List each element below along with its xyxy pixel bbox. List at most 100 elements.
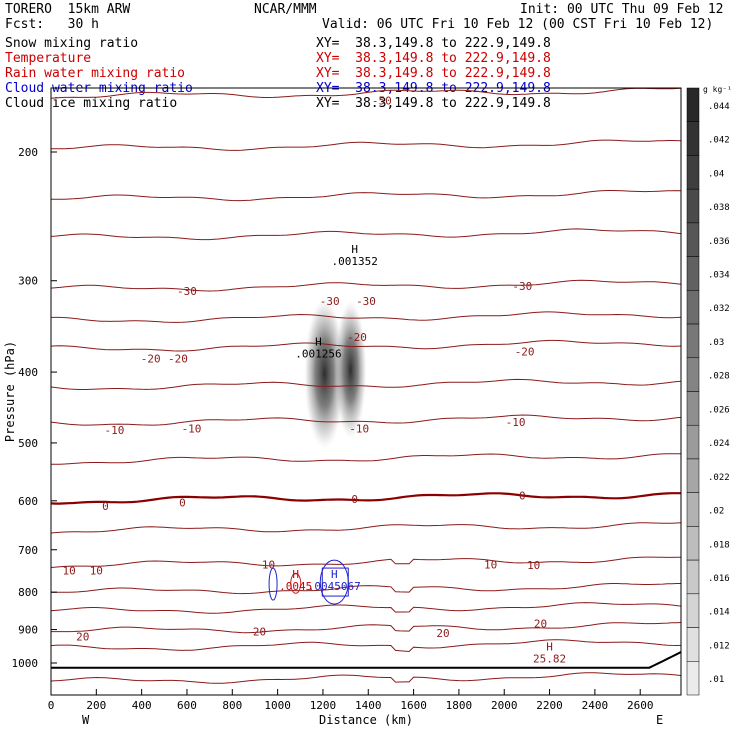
colorbar-tick-label: .024: [708, 439, 730, 449]
colorbar-cell: [686, 188, 700, 224]
isotherm-intermediate: [51, 522, 681, 534]
contour-label: 10: [527, 559, 540, 572]
x-tick-label: 1400: [355, 699, 382, 712]
contour-label: 0: [351, 493, 358, 506]
colorbar: .044 .042 .04 .038 .036 .034 .032 .03 .028 .026 .0…: [686, 85, 732, 696]
isotherm--30: [51, 279, 681, 292]
colorbar-cell: [686, 661, 700, 696]
colorbar-cell: [686, 323, 700, 359]
snow-core-east: [334, 300, 367, 439]
contour-label: 0: [519, 489, 526, 502]
colorbar-tick-label: .026: [708, 405, 730, 415]
contour-label: 10: [63, 564, 76, 577]
model-label: TORERO 15km ARW: [5, 2, 131, 17]
field-label-rain: Rain water mixing ratio: [5, 66, 186, 81]
extremum-symbol: H: [546, 641, 553, 654]
plot-frame: [50, 87, 682, 696]
colorbar-tick-label: .036: [708, 237, 730, 247]
isotherm--60: [51, 3, 681, 14]
contour-label: -10: [182, 423, 202, 436]
isotherm-10: [51, 556, 681, 568]
y-tick-label: 700: [18, 544, 38, 557]
cloud-water-contour: [321, 567, 349, 597]
colorbar-tick-label: .04: [708, 169, 724, 179]
field-label-cloud-water: Cloud water mixing ratio: [5, 81, 193, 96]
axes: 0 200 400 600 800 1000 1200 1400 1600 1800 2000 220…: [3, 146, 663, 727]
extremum-value: .0045067: [308, 580, 361, 593]
colorbar-tick-label: .044: [708, 102, 730, 112]
isotherm-30: [51, 672, 681, 684]
extremum-value: 25.82: [533, 653, 566, 666]
x-tick-label: 400: [132, 699, 152, 712]
x-tick-label: 1200: [310, 699, 337, 712]
colorbar-tick-label: .02: [708, 507, 724, 517]
colorbar-cell: [686, 492, 700, 527]
y-axis-label: Pressure (hPa): [3, 341, 17, 442]
colorbar-tick-label: .016: [708, 574, 730, 584]
isotherm-20: [51, 622, 681, 634]
x-tick-label: 2600: [627, 699, 654, 712]
extremum-symbol: H: [315, 336, 322, 349]
x-tick-label: 200: [86, 699, 106, 712]
isotherm-intermediate: [51, 139, 681, 151]
contour-label: -20: [141, 352, 161, 365]
isotherm-intermediate: [51, 228, 681, 241]
colorbar-tick-label: .014: [708, 608, 730, 618]
contour-label: 0: [102, 500, 109, 513]
colorbar-cell: [686, 155, 700, 190]
x-tick-label: 2000: [491, 699, 518, 712]
contour-label: 0: [179, 496, 186, 509]
contour-label: 10: [262, 558, 275, 571]
colorbar-tick-label: .012: [708, 641, 730, 651]
colorbar-tick-label: .038: [708, 203, 730, 213]
colorbar-tick-label: .034: [708, 270, 730, 280]
x-tick-label: 1800: [446, 699, 473, 712]
extremum-symbol: H: [331, 568, 338, 581]
colorbar-cell: [686, 357, 700, 392]
contour-label: 10: [484, 558, 497, 571]
isotherm-intermediate: [51, 311, 681, 323]
x-tick-label: 1600: [400, 699, 427, 712]
field-label-cloud-ice: Cloud ice mixing ratio: [5, 96, 178, 111]
x-tick-label: 1000: [264, 699, 291, 712]
contour-label: -30: [356, 295, 376, 308]
x-axis-label: Distance (km): [319, 713, 413, 727]
x-tick-label: 2400: [582, 699, 609, 712]
fcst-label: Fcst: 30 h: [5, 17, 99, 32]
field-label-temperature: Temperature: [5, 51, 92, 66]
x-tick-label: 600: [177, 699, 197, 712]
y-tick-label: 500: [18, 437, 38, 450]
x-tick-label: 800: [222, 699, 242, 712]
x-tick-label: 0: [48, 699, 55, 712]
colorbar-tick-label: .028: [708, 372, 730, 382]
contour-label: -10: [349, 423, 369, 436]
colorbar-unit: g kg⁻¹: [703, 85, 732, 94]
colorbar-cell: [686, 458, 700, 493]
y-tick-label: 400: [18, 366, 38, 379]
extremum-value: .0045: [279, 580, 312, 593]
contour-label: 20: [436, 627, 449, 640]
colorbar-cell: [686, 526, 700, 561]
extremum-value: .001352: [331, 255, 377, 268]
field-xy-temperature: XY= 38.3,149.8 to 222.9,149.8: [316, 51, 551, 66]
contour-labels: -50 -30 -30 -30 -30 -20 -20 -20 -20 -10 -10 -10 -10 0…: [63, 94, 567, 665]
colorbar-cell: [686, 290, 700, 325]
contour-label: -10: [506, 416, 526, 429]
y-tick-label: 800: [18, 586, 38, 599]
y-tick-label: 300: [18, 275, 38, 288]
colorbar-cell: [686, 593, 700, 628]
y-tick-label: 1000: [12, 657, 39, 670]
isotherm-intermediate: [51, 639, 681, 653]
contour-label: 20: [253, 625, 266, 638]
isotherm-intermediate: [51, 583, 681, 595]
colorbar-tick-label: .018: [708, 540, 730, 550]
colorbar-cell: [686, 424, 700, 460]
init-label: Init: 00 UTC Thu 09 Feb 12: [520, 2, 724, 17]
isotherm-0: [51, 492, 681, 505]
temperature-contours: [51, 3, 681, 684]
cloud-water-contour: [268, 567, 278, 601]
colorbar-tick-label: .01: [708, 675, 724, 685]
org-label: NCAR/MMM: [254, 2, 317, 17]
contour-label: -20: [515, 346, 535, 359]
